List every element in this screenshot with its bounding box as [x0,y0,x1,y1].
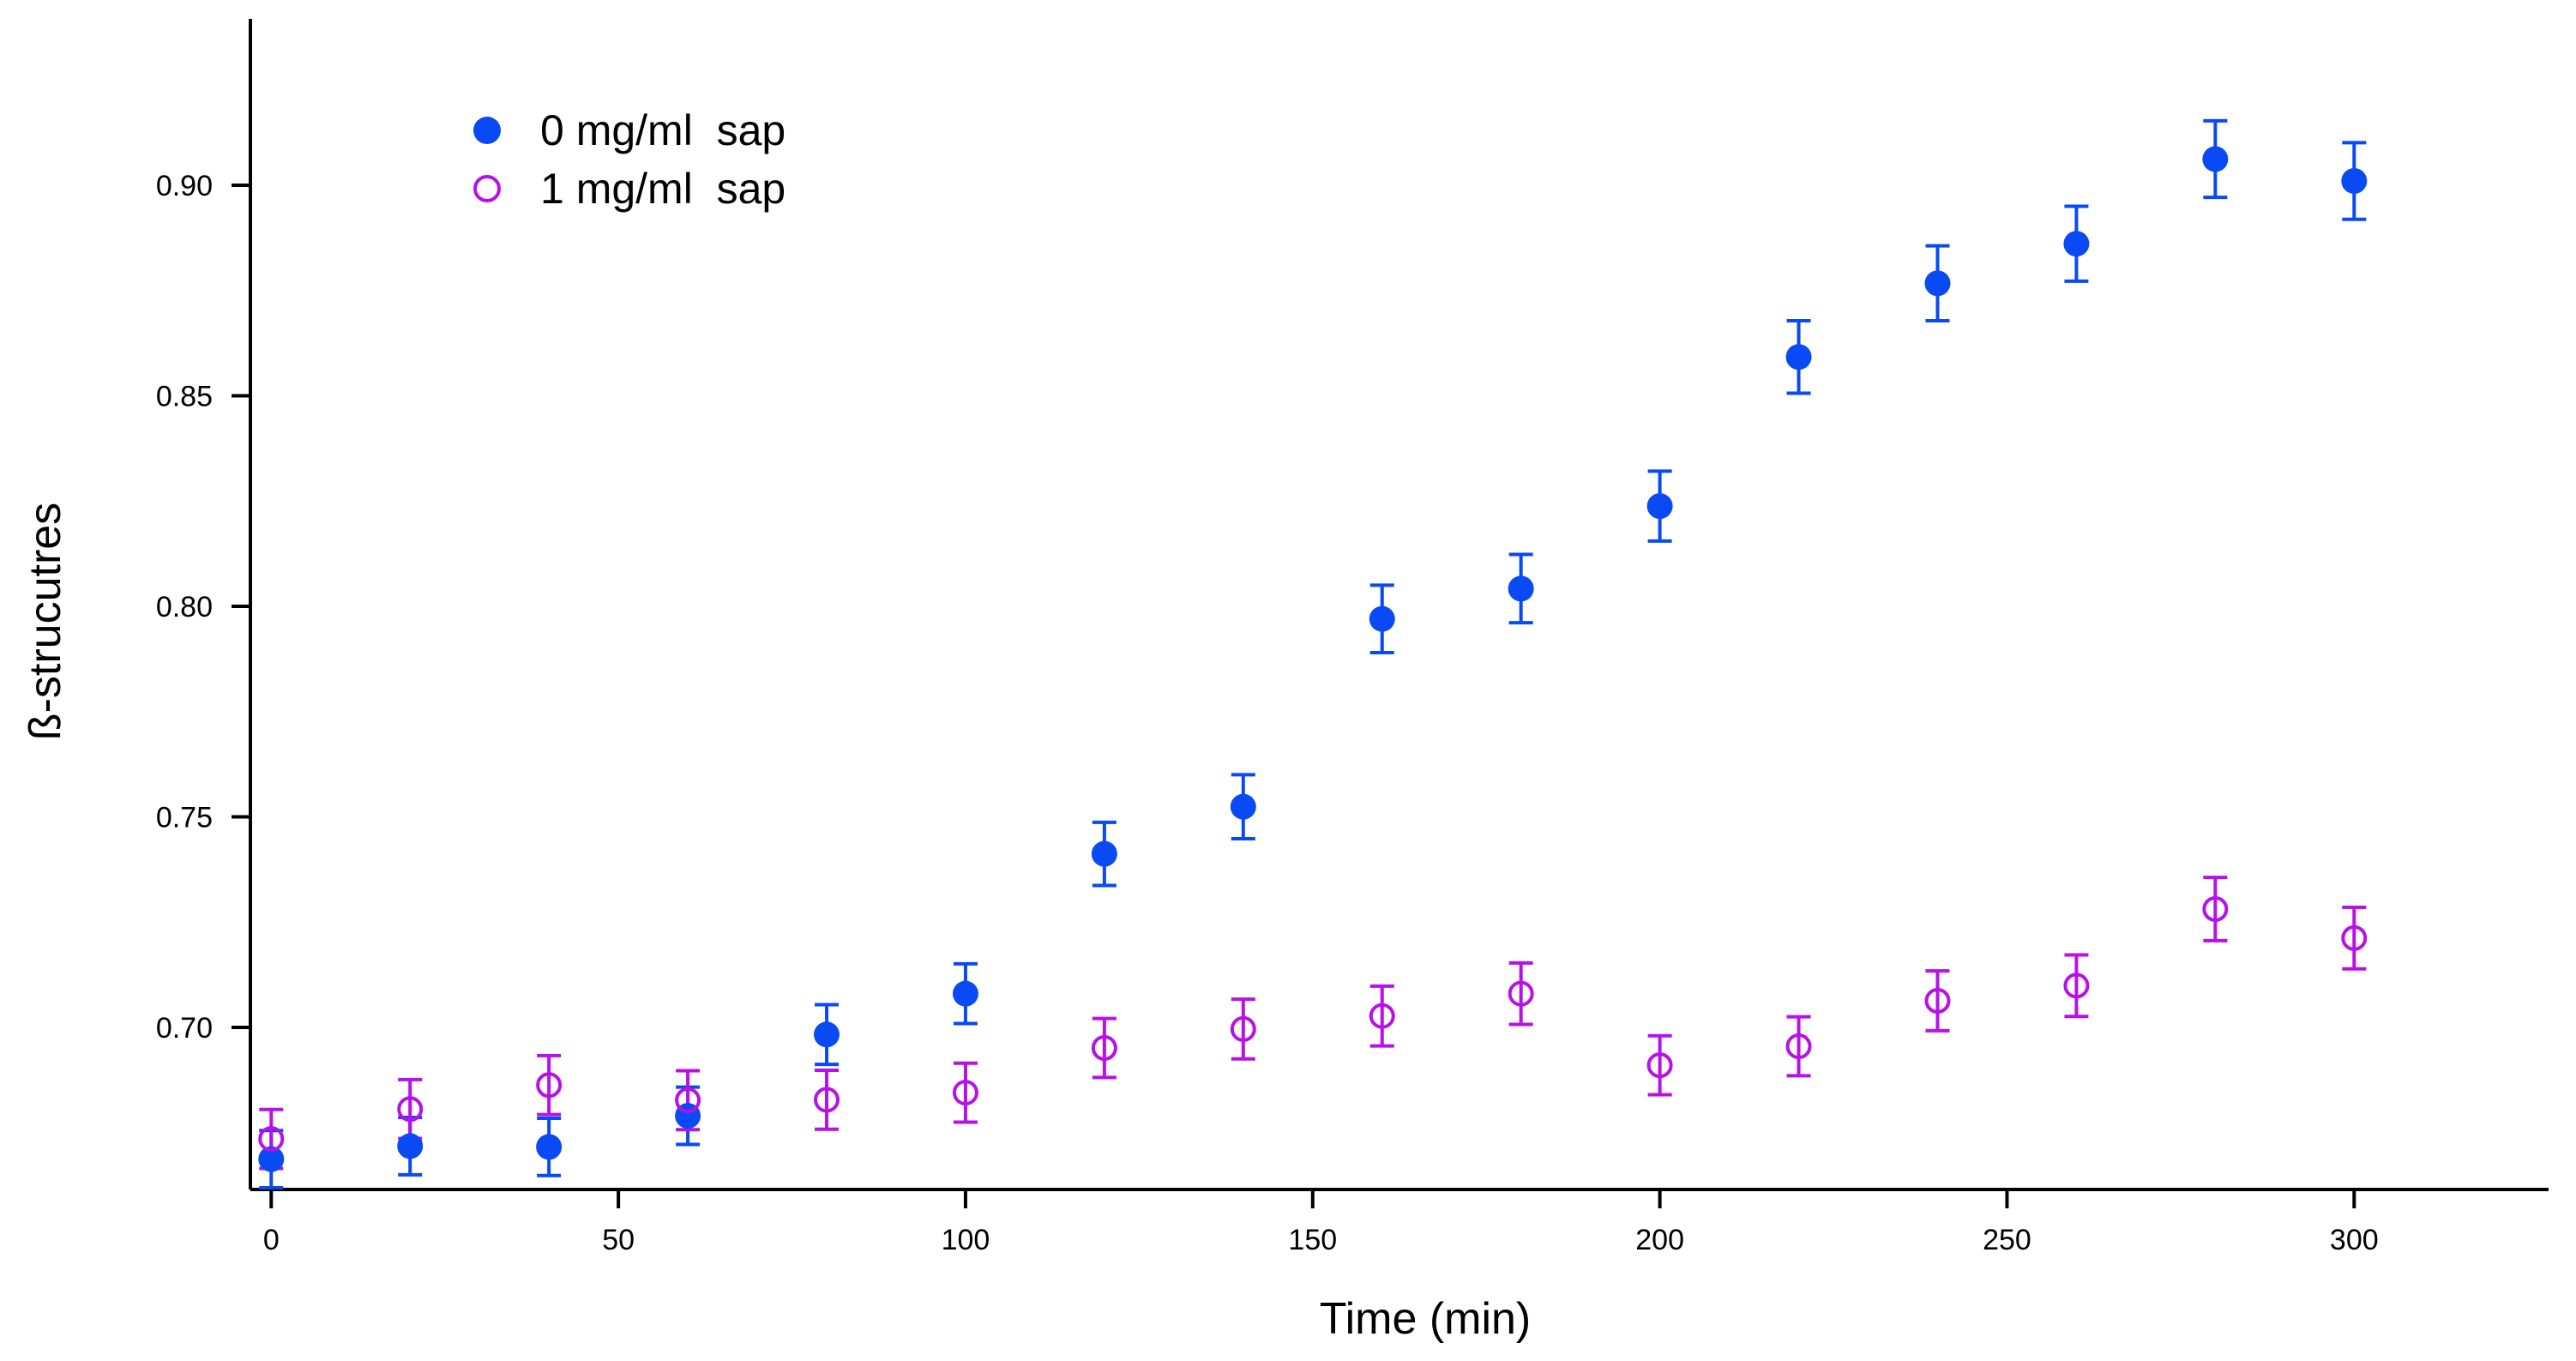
series-1mg-point [952,1080,978,1106]
series-0mg-point [1646,493,1673,520]
x-tick-label: 50 [602,1224,635,1256]
x-tick-label: 300 [2330,1224,2379,1256]
data-points [258,146,2368,1172]
series-1mg-error-bar [398,1077,423,1141]
series-1mg-point [2202,895,2229,922]
series-0mg-point [1785,344,1812,370]
series-1mg-error-bar [2342,906,2367,971]
series-1mg-point [536,1072,563,1099]
series-0mg-point [397,1133,424,1159]
series-1mg-error-bar [1369,984,1394,1048]
series-1mg-error-bar [2203,876,2228,942]
y-tick-label: 0.80 [156,591,213,623]
series-1mg-error-bar [2064,953,2089,1019]
series-1mg-point [1369,1003,1395,1029]
y-tick-label: 0.75 [156,801,213,834]
legend-1mg-marker [473,175,501,202]
series-0mg-point [2341,168,2368,195]
y-tick-label: 0.85 [156,380,213,413]
series-1mg-point [814,1087,840,1113]
series-0mg-point [1508,575,1534,602]
legend: 0 mg/ml sap 1 mg/ml sap [473,106,785,213]
series-1mg-point [2341,924,2368,951]
series-0mg-point [814,1021,840,1048]
series-1mg-point [1230,1015,1256,1042]
series-1mg-error-bar [1231,997,1255,1061]
y-tick-label: 0.90 [156,170,213,202]
y-tick-label: 0.70 [156,1012,213,1045]
series-0mg-point [1924,270,1951,297]
legend-0mg-label: 0 mg/ml sap [540,106,785,154]
series-0mg-point [952,980,978,1007]
series-0mg-point [1091,840,1117,867]
series-1mg-point [1508,980,1534,1007]
series-1mg-point [675,1087,701,1113]
series-1mg-error-bar [1092,1016,1116,1080]
x-tick-label: 150 [1288,1224,1337,1256]
x-axis-title: Time (min) [1320,1294,1532,1344]
series-1mg-error-bar [953,1061,978,1124]
series-1mg-point [1646,1052,1673,1079]
x-tick-label: 0 [263,1224,280,1256]
series-0mg-point [1369,605,1395,632]
axes: 0 50 100 150 200 250 300 0.70 0.75 0.80 0.85 0.90 Ti… [21,19,2549,1344]
y-axis-title: ß-strucutres [21,503,70,740]
series-1mg-error-bar [815,1069,840,1131]
legend-1mg-label: 1 mg/ml sap [540,165,785,213]
series-1mg-point [1924,988,1951,1015]
series-0mg-point [1230,793,1256,820]
series-1mg-error-bar [537,1053,562,1117]
series-1mg-error-bar [1508,961,1533,1027]
series-0mg-point [258,1146,285,1172]
series-0mg-point [2063,231,2090,257]
series-1mg-point [1091,1035,1117,1062]
series-1mg-point [1785,1033,1812,1060]
series-1mg-point [397,1096,424,1123]
legend-0mg-marker [473,117,501,144]
series-1mg-point [258,1126,285,1153]
series-1mg-error-bar [1786,1015,1811,1078]
series-0mg-point [536,1134,563,1160]
x-tick-label: 200 [1635,1224,1684,1256]
x-tick-label: 100 [942,1224,990,1256]
x-tick-label: 250 [1983,1224,2031,1256]
series-1mg-error-bar [1925,969,1950,1033]
series-1mg-error-bar [1647,1033,1672,1097]
series-0mg-point [2202,146,2229,172]
series-1mg-point [2063,973,2090,999]
error-bars [259,118,2367,1190]
